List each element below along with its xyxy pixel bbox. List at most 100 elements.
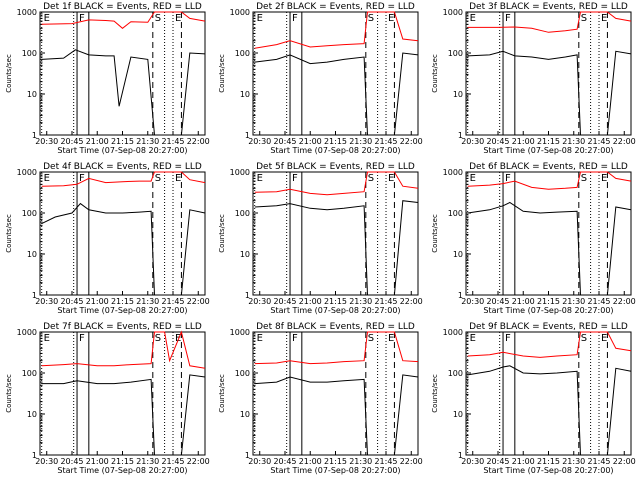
panel-title: Det 6f BLACK = Events, RED = LLD	[469, 162, 628, 172]
time-marker-label: E	[44, 173, 50, 184]
time-marker-label: E	[601, 173, 607, 184]
x-tick-label: 21:15	[324, 137, 347, 146]
detector-panel-3: Det 3f BLACK = Events, RED = LLD 1 10 100 10…	[431, 2, 636, 155]
time-marker-label: S	[581, 13, 587, 24]
y-tick-label: 1000	[230, 168, 250, 177]
x-tick-label: 20:30	[461, 137, 484, 146]
x-axis-label: Start Time (07-Sep-08 20:27:00)	[57, 466, 187, 475]
time-marker-label: E	[388, 333, 394, 344]
y-tick-label: 1000	[443, 328, 463, 337]
time-marker-label: E	[388, 13, 394, 24]
x-tick-label: 21:15	[324, 297, 347, 306]
panel-title: Det 7f BLACK = Events, RED = LLD	[43, 322, 202, 332]
y-tick-label: 10	[27, 250, 37, 259]
x-tick-label: 21:15	[324, 457, 347, 466]
y-tick-label: 1	[245, 131, 250, 140]
x-tick-label: 21:00	[512, 137, 535, 146]
detector-panel-5: Det 5f BLACK = Events, RED = LLD 1 10 100 10…	[218, 162, 423, 315]
x-tick-label: 20:45	[486, 137, 509, 146]
x-tick-label: 20:30	[461, 457, 484, 466]
y-tick-label: 100	[22, 209, 37, 218]
time-marker-label: F	[292, 173, 298, 184]
events-series-line	[254, 52, 419, 136]
y-tick-label: 100	[235, 369, 250, 378]
x-axis-label: Start Time (07-Sep-08 20:27:00)	[270, 466, 400, 475]
y-axis-label: Counts/sec	[218, 374, 226, 413]
x-tick-label: 20:30	[248, 457, 271, 466]
x-tick-label: 21:00	[512, 297, 535, 306]
y-tick-label: 10	[27, 410, 37, 419]
x-tick-label: 21:00	[299, 137, 322, 146]
x-tick-label: 20:45	[60, 457, 83, 466]
time-marker-label: E	[601, 333, 607, 344]
x-tick-label: 21:15	[111, 297, 134, 306]
x-tick-label: 20:45	[60, 297, 83, 306]
y-tick-label: 1	[245, 451, 250, 460]
time-marker-label: F	[79, 13, 85, 24]
y-axis-label: Counts/sec	[431, 54, 439, 93]
y-tick-label: 10	[240, 90, 250, 99]
x-tick-label: 22:00	[400, 137, 423, 146]
y-axis-label: Counts/sec	[5, 374, 13, 413]
time-marker-label: E	[175, 13, 181, 24]
x-tick-label: 21:00	[299, 457, 322, 466]
lld-series-line	[41, 330, 206, 369]
y-tick-label: 1	[32, 451, 37, 460]
detector-panel-9: Det 9f BLACK = Events, RED = LLD 1 10 100 10…	[431, 322, 636, 475]
y-tick-label: 1000	[230, 328, 250, 337]
y-axis-label: Counts/sec	[431, 374, 439, 413]
x-tick-label: 21:30	[349, 137, 372, 146]
x-tick-label: 20:45	[60, 137, 83, 146]
x-tick-label: 20:30	[35, 137, 58, 146]
events-series-line	[254, 374, 419, 456]
x-tick-label: 21:00	[86, 297, 109, 306]
y-tick-label: 100	[22, 49, 37, 58]
time-marker-label: E	[470, 13, 476, 24]
plot-frame	[465, 331, 632, 456]
x-tick-label: 21:30	[562, 137, 585, 146]
y-axis-label: Counts/sec	[218, 54, 226, 93]
plot-frame	[39, 331, 206, 456]
y-tick-label: 100	[22, 369, 37, 378]
time-marker-label: E	[257, 13, 263, 24]
y-tick-label: 100	[235, 49, 250, 58]
y-axis-label: Counts/sec	[5, 214, 13, 253]
x-tick-label: 21:30	[562, 457, 585, 466]
y-tick-label: 1	[32, 131, 37, 140]
panel-title: Det 3f BLACK = Events, RED = LLD	[469, 2, 628, 12]
time-marker-label: F	[79, 173, 85, 184]
x-tick-label: 20:30	[35, 297, 58, 306]
time-marker-label: E	[175, 173, 181, 184]
time-marker-label: E	[257, 333, 263, 344]
plot-frame	[252, 171, 419, 296]
y-tick-label: 10	[240, 250, 250, 259]
y-tick-label: 1	[458, 291, 463, 300]
x-tick-label: 21:45	[587, 457, 610, 466]
x-tick-label: 20:45	[486, 457, 509, 466]
time-marker-label: F	[505, 13, 511, 24]
x-tick-label: 21:15	[537, 297, 560, 306]
x-axis-label: Start Time (07-Sep-08 20:27:00)	[57, 306, 187, 315]
plot-frame	[465, 171, 632, 296]
y-tick-label: 100	[448, 369, 463, 378]
lld-series-line	[254, 11, 419, 49]
y-tick-label: 1	[32, 291, 37, 300]
time-marker-label: S	[581, 173, 587, 184]
plot-frame	[465, 11, 632, 136]
panel-title: Det 9f BLACK = Events, RED = LLD	[469, 322, 628, 332]
y-tick-label: 10	[453, 90, 463, 99]
time-marker-label: F	[505, 333, 511, 344]
panel-title: Det 8f BLACK = Events, RED = LLD	[256, 322, 415, 332]
lld-series-line	[41, 11, 206, 29]
x-tick-label: 22:00	[613, 137, 636, 146]
time-marker-label: E	[44, 333, 50, 344]
events-series-line	[41, 49, 206, 136]
lld-series-line	[254, 331, 419, 365]
x-tick-label: 22:00	[613, 297, 636, 306]
x-tick-label: 21:45	[161, 137, 184, 146]
lld-series-line	[467, 171, 632, 190]
x-axis-label: Start Time (07-Sep-08 20:27:00)	[483, 306, 613, 315]
panel-title: Det 1f BLACK = Events, RED = LLD	[43, 2, 202, 12]
time-marker-label: E	[601, 13, 607, 24]
time-marker-label: S	[155, 173, 161, 184]
